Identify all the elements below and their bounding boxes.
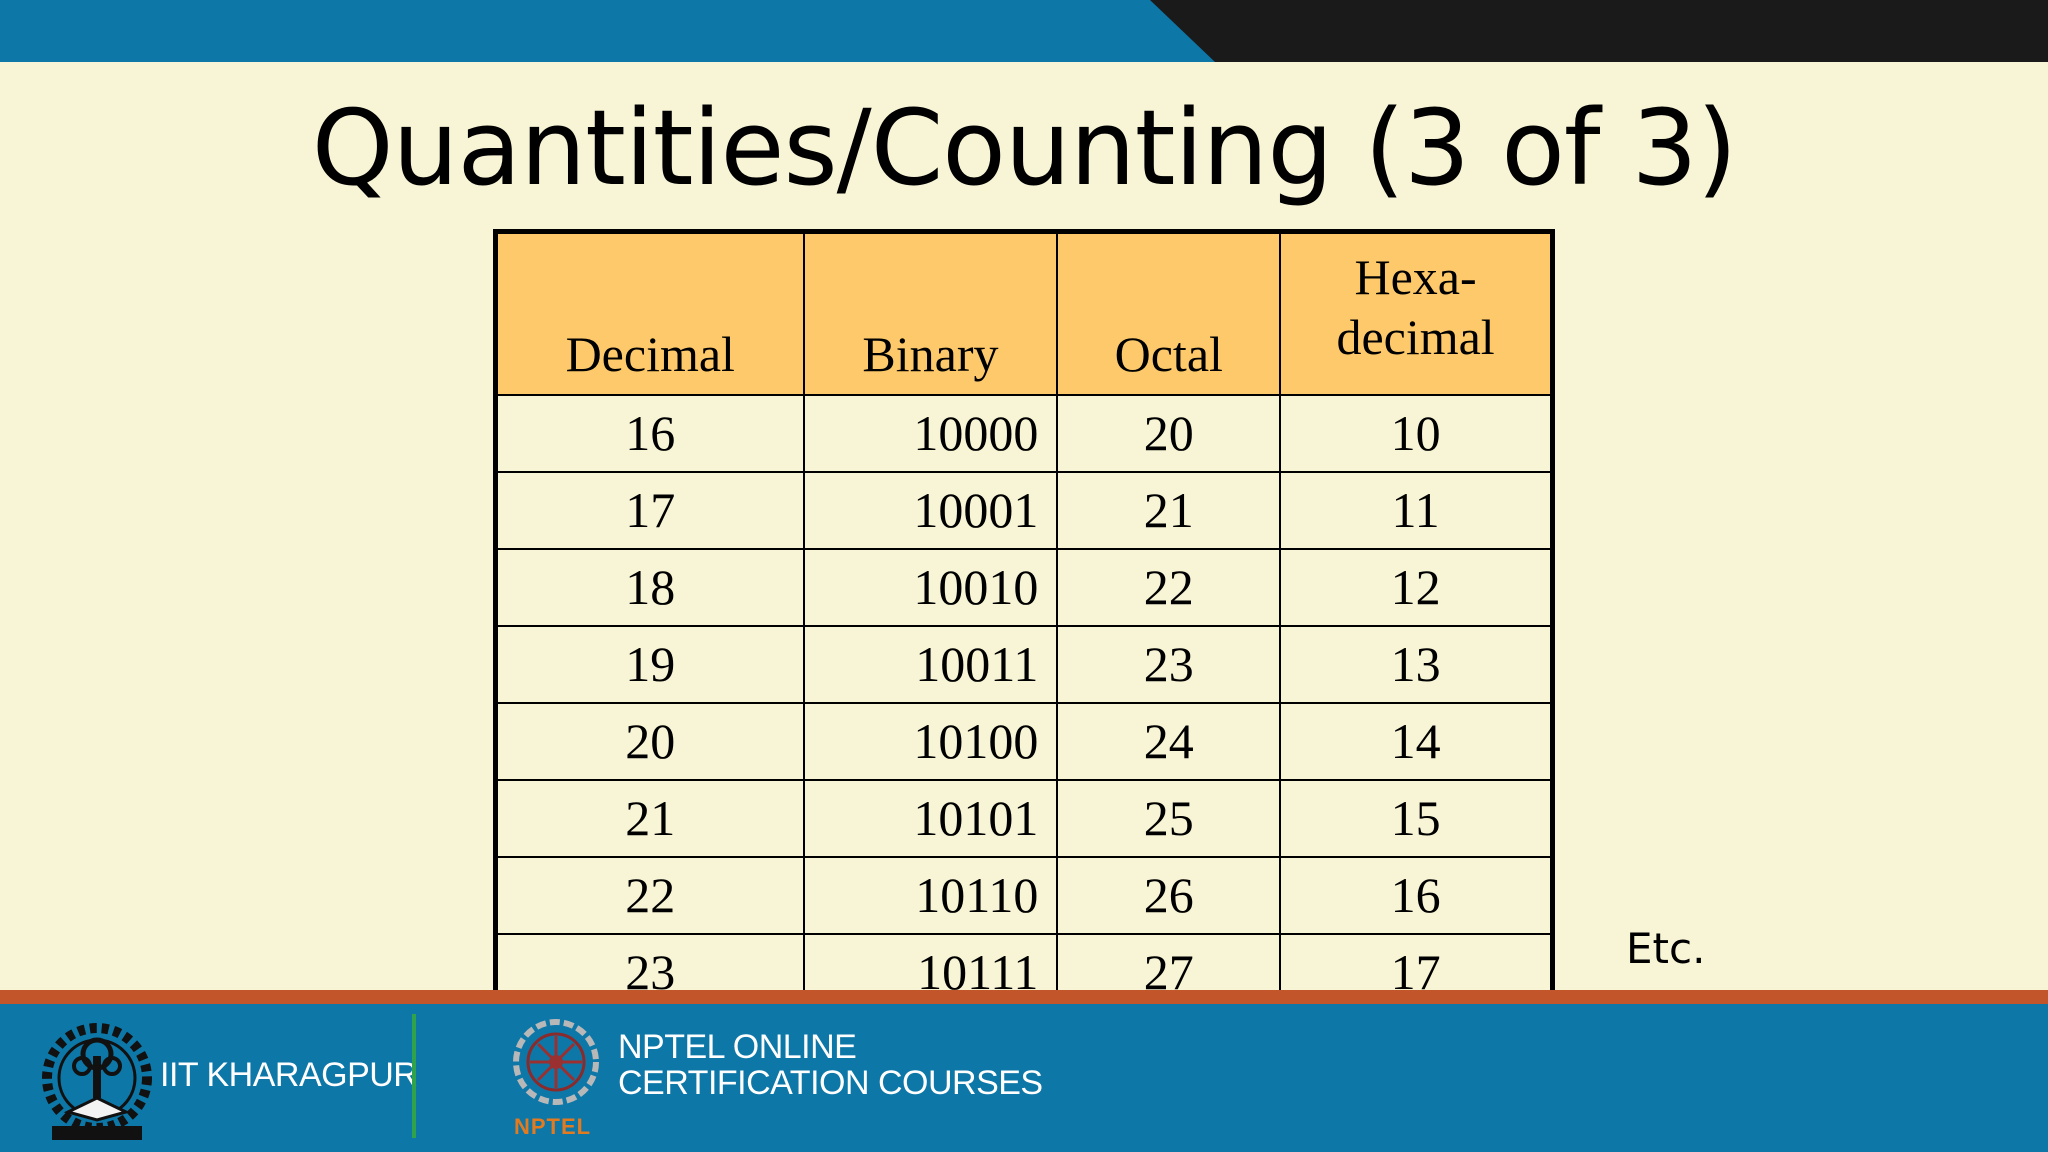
cell-decimal: 16 xyxy=(494,394,805,473)
cell-octal: 26 xyxy=(1056,856,1282,935)
number-conversion-table: Decimal Binary Octal Hexa- decimal 16 10… xyxy=(493,229,1555,1015)
table-row: 20 10100 24 14 xyxy=(494,702,1554,781)
header-hexadecimal: Hexa- decimal xyxy=(1279,230,1554,396)
cell-binary: 10001 xyxy=(802,471,1059,550)
cell-hex: 10 xyxy=(1279,394,1554,473)
cell-hex: 15 xyxy=(1279,779,1554,858)
table-row: 16 10000 20 10 xyxy=(494,394,1554,473)
header-octal: Octal xyxy=(1056,230,1282,396)
footer-orange-strip xyxy=(0,990,2048,1004)
cell-hex: 11 xyxy=(1279,471,1554,550)
cell-binary: 10101 xyxy=(802,779,1059,858)
cell-decimal: 20 xyxy=(494,702,805,781)
cell-decimal: 22 xyxy=(494,856,805,935)
table-row: 19 10011 23 13 xyxy=(494,625,1554,704)
etc-note: Etc. xyxy=(1626,924,1706,973)
slide-title: Quantities/Counting (3 of 3) xyxy=(311,87,1738,209)
iit-kharagpur-emblem-icon xyxy=(38,1016,156,1144)
table-row: 18 10010 22 12 xyxy=(494,548,1554,627)
cell-octal: 25 xyxy=(1056,779,1282,858)
nptel-title-line1: NPTEL ONLINE xyxy=(618,1028,857,1066)
cell-hex: 14 xyxy=(1279,702,1554,781)
cell-octal: 22 xyxy=(1056,548,1282,627)
cell-decimal: 17 xyxy=(494,471,805,550)
cell-binary: 10110 xyxy=(802,856,1059,935)
footer-bar: IIT KHARAGPUR NPTEL NPTEL ONLINE CERTIFI… xyxy=(0,1004,2048,1152)
cell-binary: 10100 xyxy=(802,702,1059,781)
institute-name: IIT KHARAGPUR xyxy=(160,1056,418,1094)
nptel-title-line2: CERTIFICATION COURSES xyxy=(618,1064,1043,1102)
cell-octal: 21 xyxy=(1056,471,1282,550)
table-row: 21 10101 25 15 xyxy=(494,779,1554,858)
cell-octal: 20 xyxy=(1056,394,1282,473)
cell-octal: 24 xyxy=(1056,702,1282,781)
header-hex-line2: decimal xyxy=(1336,309,1495,365)
cell-binary: 10000 xyxy=(802,394,1059,473)
cell-decimal: 19 xyxy=(494,625,805,704)
table-row: 17 10001 21 11 xyxy=(494,471,1554,550)
cell-decimal: 21 xyxy=(494,779,805,858)
cell-binary: 10010 xyxy=(802,548,1059,627)
cell-binary: 10011 xyxy=(802,625,1059,704)
table-row: 22 10110 26 16 xyxy=(494,856,1554,935)
header-hex-line1: Hexa- xyxy=(1354,249,1477,305)
nptel-logo-label: NPTEL xyxy=(514,1114,592,1139)
cell-octal: 23 xyxy=(1056,625,1282,704)
footer-divider xyxy=(412,1014,416,1138)
top-bar xyxy=(0,0,2048,62)
cell-hex: 16 xyxy=(1279,856,1554,935)
cell-hex: 12 xyxy=(1279,548,1554,627)
nptel-logo-icon xyxy=(508,1012,604,1112)
table-header-row: Decimal Binary Octal Hexa- decimal xyxy=(494,230,1554,396)
header-decimal: Decimal xyxy=(494,230,805,396)
cell-decimal: 18 xyxy=(494,548,805,627)
cell-hex: 13 xyxy=(1279,625,1554,704)
header-binary: Binary xyxy=(802,230,1059,396)
